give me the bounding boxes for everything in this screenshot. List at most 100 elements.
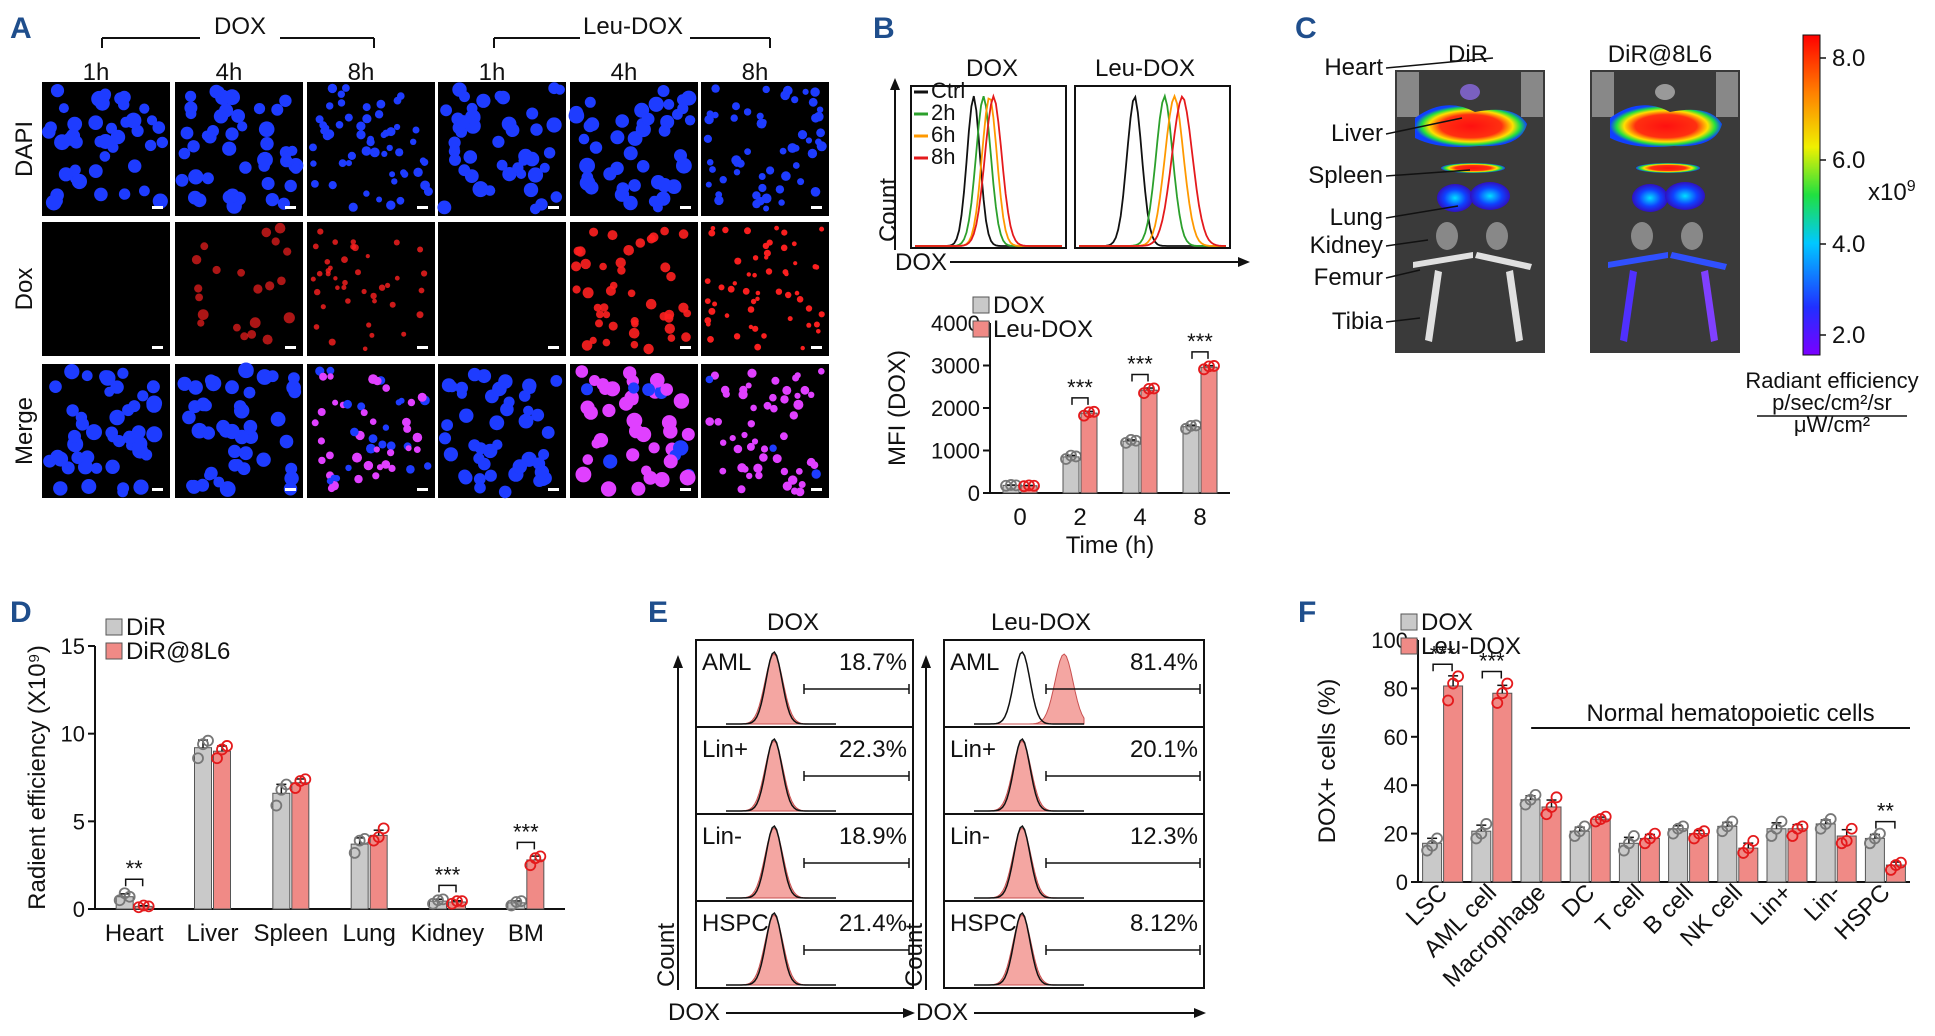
significance-stars: ** (1877, 799, 1895, 824)
cell (753, 463, 763, 473)
cell (641, 465, 652, 476)
cell (806, 322, 812, 328)
row-label: DAPI (11, 121, 38, 177)
cell (629, 423, 644, 439)
cell (372, 298, 377, 304)
cell (418, 287, 425, 294)
cell (280, 154, 293, 168)
cell (420, 180, 430, 191)
cell (797, 130, 808, 140)
cell (808, 391, 815, 398)
cell (660, 226, 669, 236)
cell (222, 190, 237, 204)
y-tick-label: 3000 (931, 354, 980, 379)
cell (326, 102, 334, 110)
legend-swatch (972, 296, 990, 314)
cell (800, 345, 805, 351)
scale-denominator: μW/cm² (1794, 412, 1870, 437)
cell (681, 427, 695, 441)
cell (628, 327, 640, 339)
cell (806, 459, 814, 466)
cell (265, 193, 279, 207)
cell (405, 445, 412, 452)
cell (648, 195, 661, 207)
cell (705, 375, 714, 384)
flow-box-leudox (1074, 85, 1231, 249)
data-point (202, 734, 214, 747)
significance-bracket (1875, 820, 1896, 829)
histogram-curve (1079, 94, 1226, 247)
data-point (137, 899, 150, 912)
micrograph-tile (568, 82, 698, 216)
cell (373, 446, 380, 453)
cell (459, 408, 474, 423)
tile-background (701, 364, 829, 498)
cell (146, 380, 160, 394)
cell (705, 321, 711, 327)
cell (369, 147, 380, 158)
cell (381, 150, 388, 157)
data-point (377, 822, 390, 835)
cell (417, 392, 427, 402)
scale-bar (811, 488, 822, 491)
cell (608, 321, 618, 331)
cell (51, 195, 63, 207)
cell (643, 343, 654, 355)
panel-b-label: B (873, 12, 895, 45)
cell (635, 238, 646, 248)
cell (780, 244, 788, 252)
cell (797, 178, 805, 186)
x-tick-label: 2 (1073, 504, 1086, 531)
data-point (123, 890, 136, 903)
cell (600, 481, 617, 497)
cell (335, 285, 340, 291)
significance-stars: *** (1127, 351, 1153, 376)
legend-label: Leu-DOX (1421, 633, 1521, 660)
cell (573, 246, 583, 256)
cell (782, 481, 792, 491)
cell (744, 148, 751, 156)
cell (239, 161, 252, 174)
cell (580, 400, 595, 415)
cell (403, 424, 412, 433)
cell (550, 375, 563, 387)
data-point (1747, 834, 1760, 847)
x-tick-label: Kidney (411, 920, 484, 947)
cell (386, 127, 396, 137)
cell (819, 226, 825, 232)
cell (722, 226, 729, 234)
cell (401, 331, 407, 337)
cell (317, 437, 325, 445)
organ-heart (1655, 84, 1675, 100)
gate-marker (803, 771, 910, 781)
cell (88, 164, 103, 179)
cell (732, 281, 737, 286)
data-point (299, 773, 312, 786)
population-label: HSPC (702, 910, 769, 937)
data-point (451, 895, 463, 908)
population-label: Lin- (702, 823, 742, 850)
cell (512, 459, 527, 474)
bar-a (1182, 426, 1200, 494)
cell (602, 338, 611, 347)
cell (523, 182, 539, 198)
cell (324, 259, 331, 265)
data-point (456, 895, 468, 908)
cell (105, 426, 118, 440)
cell (437, 200, 452, 215)
cell (684, 115, 696, 126)
cell (748, 324, 754, 330)
cell (188, 380, 203, 395)
cell (811, 469, 821, 479)
cell (315, 115, 324, 124)
cell (474, 481, 486, 494)
cell (228, 444, 242, 458)
population-label: AML (950, 649, 999, 676)
data-point (1143, 382, 1155, 395)
bar-b (1590, 818, 1611, 883)
cell (113, 435, 126, 448)
cell (196, 397, 211, 412)
percent-label: 12.3% (1130, 823, 1198, 850)
cell (219, 481, 236, 497)
cell (412, 126, 420, 134)
